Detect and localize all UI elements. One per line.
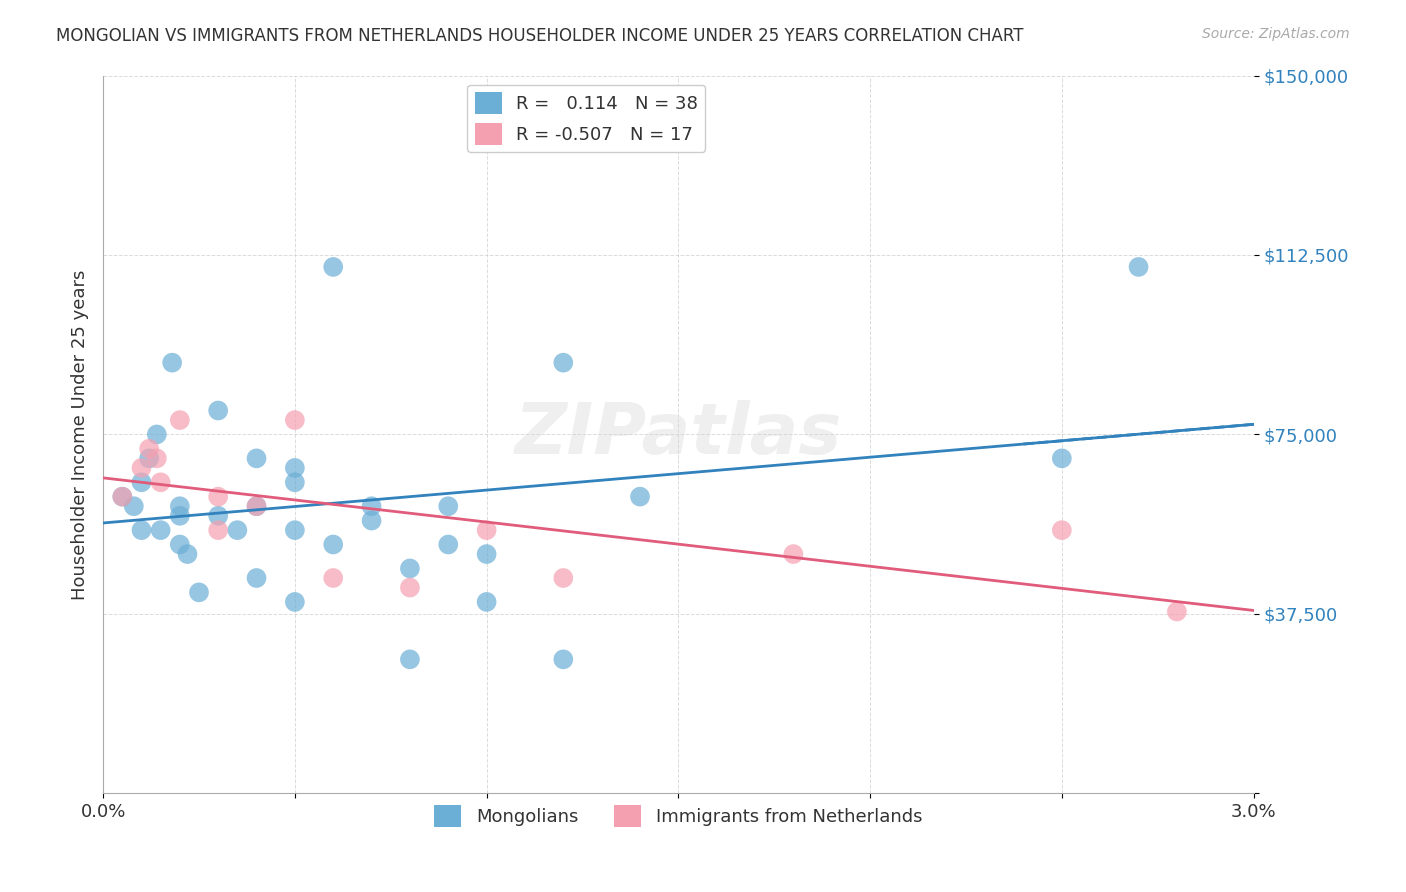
Point xyxy=(284,523,307,537)
Point xyxy=(1128,260,1150,274)
Point xyxy=(146,427,169,442)
Point xyxy=(149,475,172,490)
Point xyxy=(437,500,460,514)
Point xyxy=(553,356,575,370)
Point xyxy=(138,451,160,466)
Point xyxy=(169,508,191,523)
Point xyxy=(131,475,153,490)
Point xyxy=(360,500,382,514)
Text: ZIPatlas: ZIPatlas xyxy=(515,400,842,469)
Point xyxy=(245,451,267,466)
Point xyxy=(1050,451,1073,466)
Y-axis label: Householder Income Under 25 years: Householder Income Under 25 years xyxy=(72,269,89,599)
Legend: Mongolians, Immigrants from Netherlands: Mongolians, Immigrants from Netherlands xyxy=(427,798,929,835)
Point xyxy=(111,490,134,504)
Point xyxy=(322,260,344,274)
Point xyxy=(284,413,307,427)
Point xyxy=(437,537,460,551)
Point xyxy=(284,475,307,490)
Point xyxy=(475,523,498,537)
Point xyxy=(1166,605,1188,619)
Point xyxy=(188,585,211,599)
Point xyxy=(553,652,575,666)
Point xyxy=(475,595,498,609)
Point xyxy=(207,403,229,417)
Point xyxy=(122,500,145,514)
Point xyxy=(284,461,307,475)
Point xyxy=(475,547,498,561)
Point xyxy=(138,442,160,456)
Point xyxy=(399,561,422,575)
Point xyxy=(322,537,344,551)
Point xyxy=(399,581,422,595)
Point xyxy=(176,547,198,561)
Point xyxy=(111,490,134,504)
Point xyxy=(553,571,575,585)
Point xyxy=(146,451,169,466)
Point xyxy=(245,500,267,514)
Point xyxy=(149,523,172,537)
Point xyxy=(245,500,267,514)
Point xyxy=(207,490,229,504)
Point xyxy=(169,500,191,514)
Point xyxy=(360,514,382,528)
Point xyxy=(207,508,229,523)
Text: Source: ZipAtlas.com: Source: ZipAtlas.com xyxy=(1202,27,1350,41)
Point xyxy=(207,523,229,537)
Point xyxy=(169,537,191,551)
Point xyxy=(782,547,804,561)
Point xyxy=(399,652,422,666)
Point xyxy=(284,595,307,609)
Point xyxy=(131,461,153,475)
Text: MONGOLIAN VS IMMIGRANTS FROM NETHERLANDS HOUSEHOLDER INCOME UNDER 25 YEARS CORRE: MONGOLIAN VS IMMIGRANTS FROM NETHERLANDS… xyxy=(56,27,1024,45)
Point xyxy=(322,571,344,585)
Point xyxy=(245,571,267,585)
Point xyxy=(226,523,249,537)
Point xyxy=(1050,523,1073,537)
Point xyxy=(628,490,651,504)
Point xyxy=(169,413,191,427)
Point xyxy=(160,356,183,370)
Point xyxy=(131,523,153,537)
